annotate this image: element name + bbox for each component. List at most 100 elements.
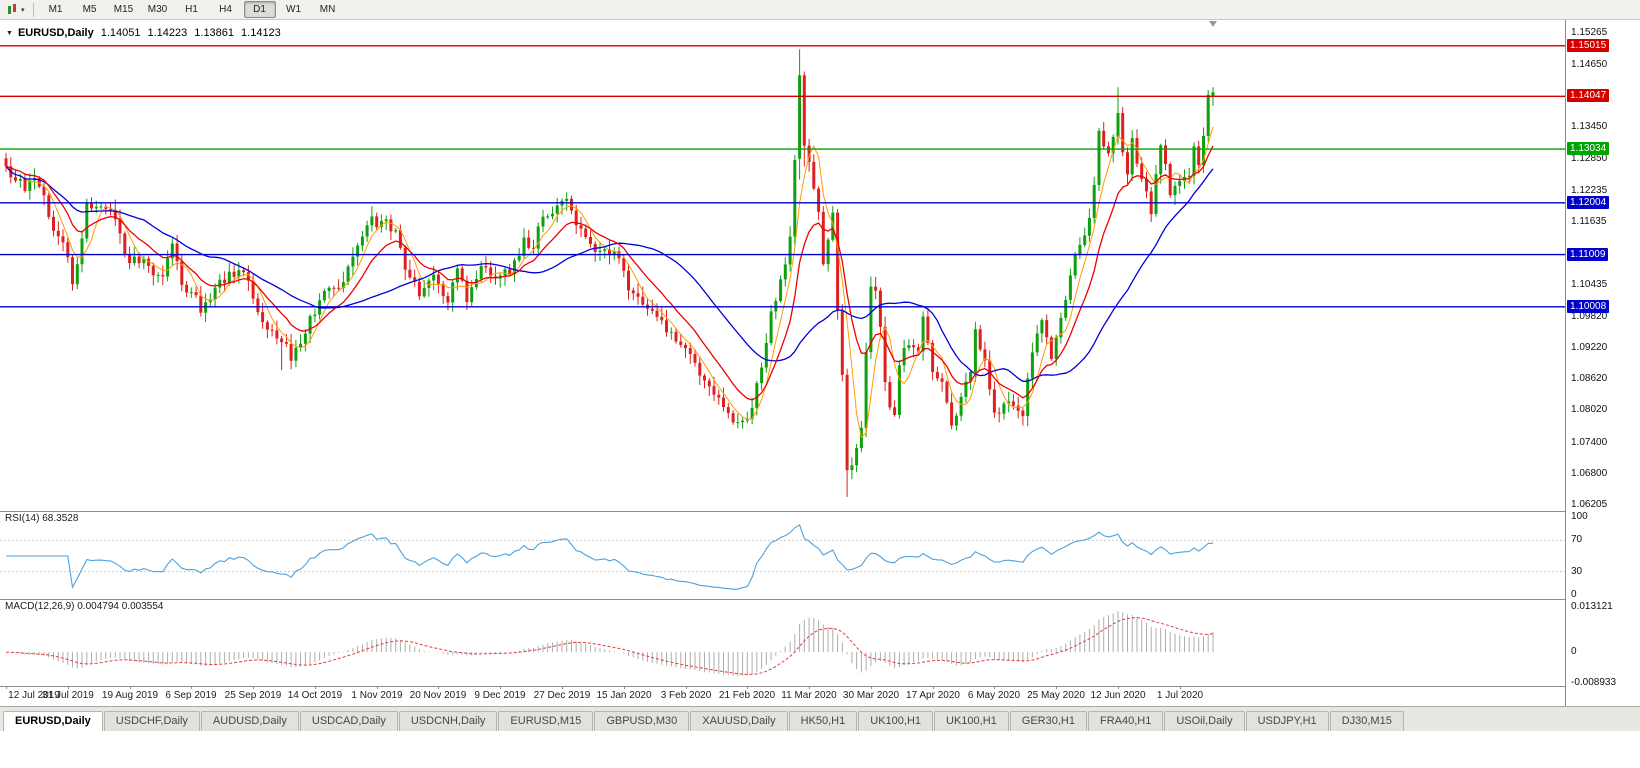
date-tick (809, 686, 810, 689)
chart-tab-usoil-daily[interactable]: USOil,Daily (1164, 711, 1245, 731)
date-label: 12 Jul 2019 (8, 690, 60, 701)
timeframe-button-mn[interactable]: MN (319, 4, 336, 15)
price-tick: 1.13450 (1571, 121, 1608, 132)
timeframe-button-m30[interactable]: M30 (147, 4, 168, 15)
chart-tab-bar: EURUSD,Daily USDCHF,Daily AUDUSD,Daily USDC… (0, 706, 1640, 731)
main-chart-canvas[interactable] (0, 19, 1565, 511)
date-label: 1 Nov 2019 (351, 690, 403, 701)
date-tick (562, 686, 563, 689)
chart-tab-audusd-daily[interactable]: AUDUSD,Daily (200, 711, 299, 731)
price-level-badge: 1.10008 (1567, 300, 1610, 313)
rsi-label: RSI(14) 68.3528 (5, 513, 79, 524)
date-tick (1180, 686, 1181, 689)
timeframe-button-d1[interactable]: D1 (243, 1, 276, 18)
date-label: 3 Feb 2020 (660, 690, 712, 701)
price-level-badge: 1.15015 (1567, 39, 1610, 52)
date-label: 21 Feb 2020 (718, 690, 776, 701)
price-tick: 1.15265 (1571, 27, 1608, 38)
macd-panel[interactable]: MACD(12,26,9) 0.004794 0.003554 (0, 599, 1565, 686)
macd-canvas[interactable] (0, 599, 1565, 686)
date-label: 25 May 2020 (1027, 690, 1085, 701)
macd-axis-label: 0.013121 (1571, 601, 1613, 612)
price-level-badge: 1.12004 (1567, 196, 1610, 209)
timeframe-button-h1[interactable]: H1 (185, 4, 198, 15)
rsi-canvas[interactable] (0, 511, 1565, 599)
panel-separator[interactable] (0, 599, 1640, 600)
chart-dropdown-icon[interactable]: ▼ (6, 29, 13, 37)
date-axis: 12 Jul 2019 31 Jul 2019 19 Aug 2019 6 Sep 2… (0, 686, 1565, 706)
candlestick-chart-icon (6, 3, 19, 16)
date-tick (686, 686, 687, 689)
timeframe-button-w1[interactable]: W1 (286, 4, 302, 15)
chart-tab-usdcnh-daily[interactable]: USDCNH,Daily (398, 711, 498, 731)
chart-tab-usdchf-daily[interactable]: USDCHF,Daily (103, 711, 200, 731)
date-tick (315, 686, 316, 689)
rsi-axis-label: 100 (1571, 511, 1588, 522)
date-label: 12 Jun 2020 (1090, 690, 1146, 701)
price-tick: 1.09220 (1571, 342, 1608, 353)
date-label: 31 Jul 2019 (42, 690, 94, 701)
chart-tab-dj30-m15[interactable]: DJ30,M15 (1329, 711, 1404, 731)
chart-tab-usdjpy-h1[interactable]: USDJPY,H1 (1245, 711, 1329, 731)
macd-axis-label: -0.008933 (1571, 677, 1617, 688)
chart-tab-ger30-h1[interactable]: GER30,H1 (1009, 711, 1087, 731)
price-tick: 1.14650 (1571, 59, 1608, 70)
timeframe-button-m1[interactable]: M1 (48, 4, 63, 15)
chart-tab-xauusd-daily[interactable]: XAUUSD,Daily (690, 711, 788, 731)
price-level-badge: 1.14047 (1567, 89, 1610, 102)
price-tick: 1.11635 (1571, 216, 1607, 227)
price-tick: 1.08620 (1571, 373, 1608, 384)
toolbar-separator (32, 2, 34, 17)
timeframe-button-m5[interactable]: M5 (82, 4, 97, 15)
timeframe-button-h4[interactable]: H4 (219, 4, 232, 15)
macd-axis-label: 0 (1571, 646, 1577, 657)
rsi-axis-label: 70 (1571, 534, 1583, 545)
date-label: 1 Jul 2020 (1156, 690, 1204, 701)
rsi-panel[interactable]: RSI(14) 68.3528 (0, 511, 1565, 599)
chart-tab-hk50-h1[interactable]: HK50,H1 (788, 711, 858, 731)
chart-tab-usdcad-daily[interactable]: USDCAD,Daily (299, 711, 398, 731)
price-tick: 1.09820 (1571, 311, 1608, 322)
ohlc-high: 1.14223 (147, 27, 188, 39)
date-label: 25 Sep 2019 (224, 690, 282, 701)
price-tick: 1.06205 (1571, 499, 1608, 510)
chart-tab-eurusd-m15[interactable]: EURUSD,M15 (498, 711, 594, 731)
date-tick (1056, 686, 1057, 689)
chart-tab-uk100-h1[interactable]: UK100,H1 (858, 711, 934, 731)
date-label: 6 Sep 2019 (165, 690, 217, 701)
chart-header: ▼ EURUSD,Daily 1.14051 1.14223 1.13861 1… (6, 27, 281, 39)
price-level-badge: 1.11009 (1567, 248, 1609, 261)
date-label: 11 Mar 2020 (781, 690, 837, 701)
macd-label: MACD(12,26,9) 0.004794 0.003554 (5, 601, 164, 612)
main-chart-panel[interactable]: ▼ EURUSD,Daily 1.14051 1.14223 1.13861 1… (0, 19, 1565, 511)
chart-tab-eurusd-daily[interactable]: EURUSD,Daily (3, 711, 103, 731)
date-tick (871, 686, 872, 689)
chart-region: ▼ EURUSD,Daily 1.14051 1.14223 1.13861 1… (0, 19, 1565, 706)
date-tick (191, 686, 192, 689)
price-tick: 1.12850 (1571, 153, 1608, 164)
top-toolbar: ▾ M1 M5 M15 M30 H1 H4 D1 W1 MN (0, 0, 1640, 20)
ohlc-open: 1.14051 (100, 27, 141, 39)
chart-symbol-label: EURUSD,Daily (17, 27, 94, 39)
timeframe-toolbar: M1 M5 M15 M30 H1 H4 D1 W1 MN (39, 1, 345, 18)
date-label: 14 Oct 2019 (287, 690, 343, 701)
ohlc-close: 1.14123 (241, 27, 281, 39)
panel-separator[interactable] (0, 511, 1640, 512)
date-tick (500, 686, 501, 689)
date-label: 19 Aug 2019 (101, 690, 159, 701)
ohlc-low: 1.13861 (194, 27, 235, 39)
chart-shift-marker (1209, 21, 1217, 27)
date-label: 9 Dec 2019 (474, 690, 526, 701)
chart-tab-gbpusd-m30[interactable]: GBPUSD,M30 (594, 711, 690, 731)
timeframe-button-m15[interactable]: M15 (113, 4, 134, 15)
price-tick: 1.06800 (1571, 468, 1608, 479)
date-tick (438, 686, 439, 689)
date-tick (994, 686, 995, 689)
chart-menu-button[interactable]: ▾ (3, 1, 28, 18)
date-tick (68, 686, 69, 689)
price-tick: 1.07400 (1571, 437, 1608, 448)
date-tick (933, 686, 934, 689)
chart-tab-uk100-h1[interactable]: UK100,H1 (934, 711, 1009, 731)
chart-tab-fra40-h1[interactable]: FRA40,H1 (1087, 711, 1164, 731)
